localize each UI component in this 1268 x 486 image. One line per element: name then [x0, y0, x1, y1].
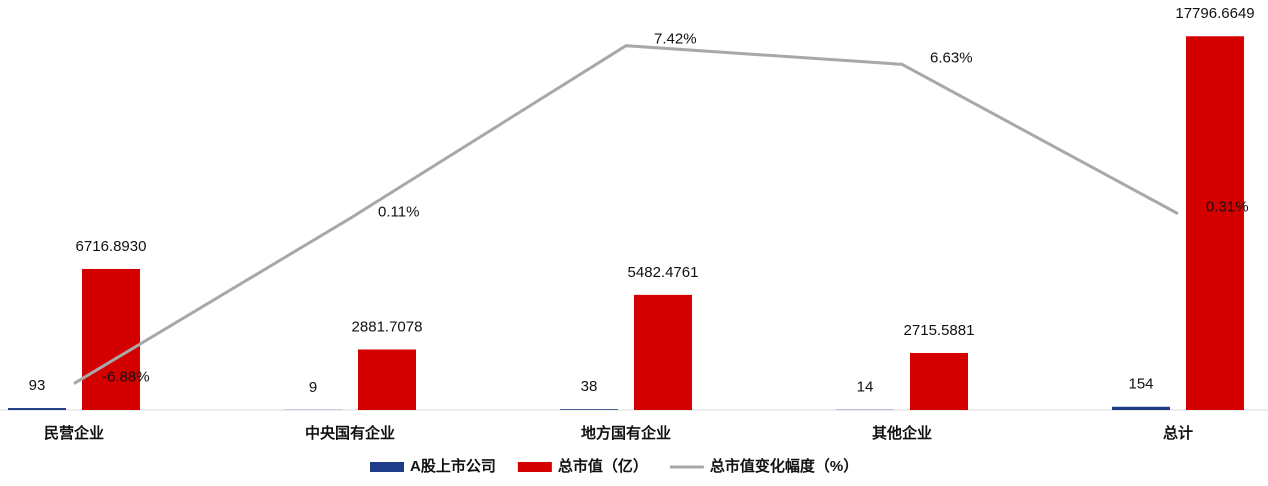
legend: A股上市公司 总市值（亿） 总市值变化幅度（%）	[370, 457, 858, 475]
data-label: 2715.5881	[904, 322, 975, 339]
data-label: 154	[1128, 376, 1153, 393]
legend-swatch	[370, 462, 404, 472]
bar	[1112, 406, 1170, 410]
line-label: 0.11%	[378, 203, 419, 220]
legend-label: 总市值变化幅度（%）	[710, 457, 858, 475]
bar	[1186, 36, 1244, 410]
bar	[634, 294, 692, 410]
line-label: -6.88%	[102, 369, 150, 386]
bar	[8, 408, 66, 410]
bar	[358, 349, 416, 410]
x-tick-label: 民营企业	[44, 424, 104, 442]
line-label: 6.63%	[930, 49, 973, 66]
data-label: 17796.6649	[1175, 5, 1254, 22]
data-label: 2881.7078	[352, 318, 423, 335]
data-label: 6716.8930	[76, 238, 147, 255]
data-label: 38	[581, 378, 598, 395]
bar	[82, 268, 140, 410]
bar	[560, 409, 618, 410]
data-label: 93	[29, 377, 46, 394]
line-label: 0.31%	[1206, 199, 1249, 216]
x-tick-label: 中央国有企业	[305, 424, 395, 442]
legend-label: 总市值（亿）	[558, 457, 648, 475]
legend-label: A股上市公司	[410, 457, 496, 475]
line	[73, 44, 1179, 385]
line-label: 7.42%	[654, 31, 697, 48]
bar	[910, 352, 968, 410]
x-tick-label: 总计	[1163, 424, 1193, 442]
x-tick-label: 其他企业	[872, 424, 932, 442]
data-label: 14	[857, 379, 874, 396]
data-label: 5482.4761	[628, 264, 699, 281]
data-label: 9	[309, 379, 317, 396]
x-tick-label: 地方国有企业	[581, 424, 671, 442]
legend-swatch	[517, 462, 552, 472]
